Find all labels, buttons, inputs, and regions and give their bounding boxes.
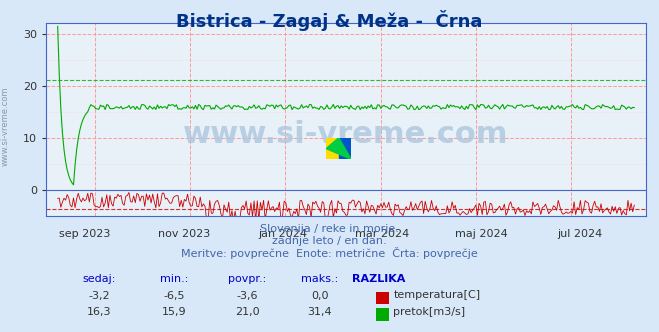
Text: povpr.:: povpr.: xyxy=(228,274,266,284)
Text: Meritve: povprečne  Enote: metrične  Črta: povprečje: Meritve: povprečne Enote: metrične Črta:… xyxy=(181,247,478,259)
Text: mar 2024: mar 2024 xyxy=(355,229,409,239)
Text: nov 2023: nov 2023 xyxy=(158,229,210,239)
Polygon shape xyxy=(326,138,351,159)
Text: RAZLIKA: RAZLIKA xyxy=(353,274,405,284)
Text: Slovenija / reke in morje.: Slovenija / reke in morje. xyxy=(260,224,399,234)
Text: -6,5: -6,5 xyxy=(164,290,185,300)
Text: 31,4: 31,4 xyxy=(307,307,332,317)
Text: www.si-vreme.com: www.si-vreme.com xyxy=(1,86,10,166)
Text: sedaj:: sedaj: xyxy=(82,274,115,284)
Text: -3,2: -3,2 xyxy=(88,290,109,300)
Bar xyxy=(339,138,351,159)
Text: sep 2023: sep 2023 xyxy=(59,229,111,239)
Text: maj 2024: maj 2024 xyxy=(455,229,507,239)
Text: zadnje leto / en dan.: zadnje leto / en dan. xyxy=(272,236,387,246)
Bar xyxy=(326,138,339,159)
Text: jan 2024: jan 2024 xyxy=(258,229,308,239)
Text: jul 2024: jul 2024 xyxy=(558,229,602,239)
Text: Bistrica - Zagaj & Meža -  Črna: Bistrica - Zagaj & Meža - Črna xyxy=(177,10,482,31)
Text: www.si-vreme.com: www.si-vreme.com xyxy=(183,121,509,149)
Text: pretok[m3/s]: pretok[m3/s] xyxy=(393,307,465,317)
Text: 21,0: 21,0 xyxy=(235,307,260,317)
Text: min.:: min.: xyxy=(160,274,189,284)
Text: temperatura[C]: temperatura[C] xyxy=(393,290,480,300)
Text: 0,0: 0,0 xyxy=(311,290,328,300)
Text: -3,6: -3,6 xyxy=(237,290,258,300)
Text: 16,3: 16,3 xyxy=(86,307,111,317)
Text: maks.:: maks.: xyxy=(301,274,338,284)
Text: 15,9: 15,9 xyxy=(162,307,187,317)
